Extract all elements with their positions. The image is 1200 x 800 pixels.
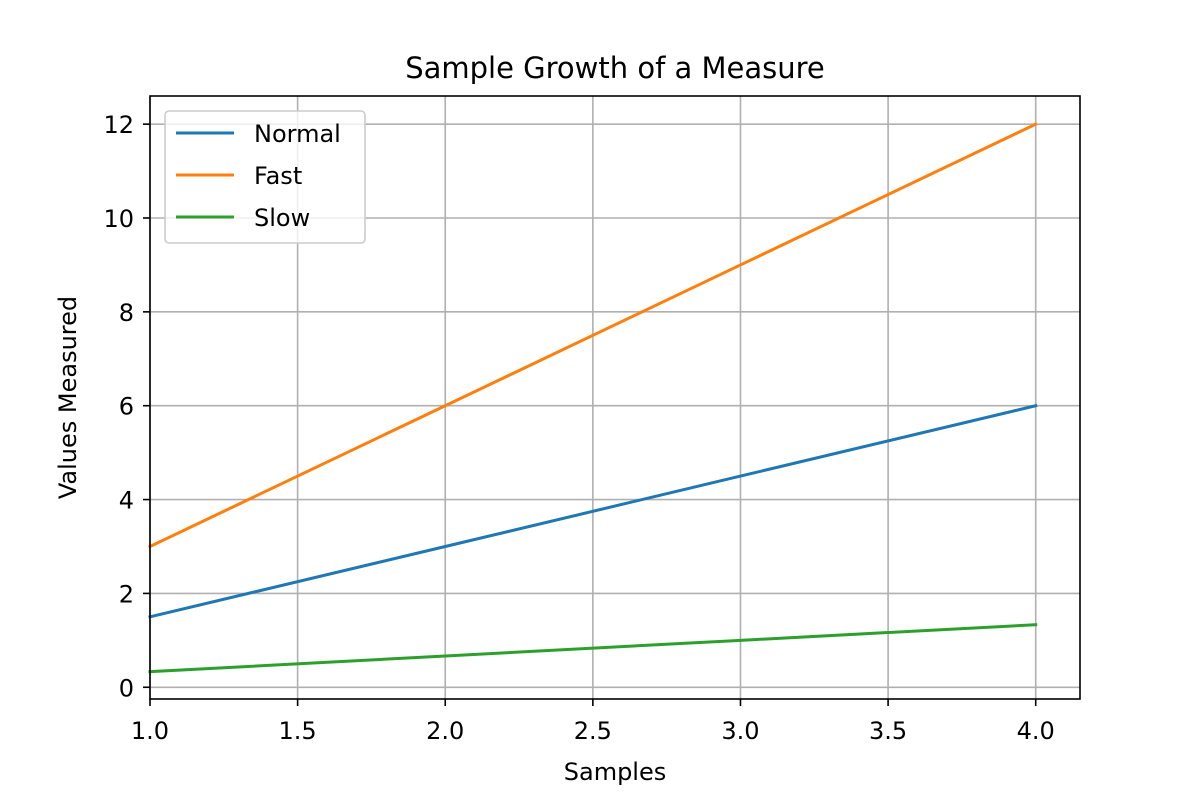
x-axis-label: Samples (564, 758, 667, 786)
chart-title: Sample Growth of a Measure (405, 51, 825, 85)
grid (149, 96, 1080, 699)
series-line-fast (148, 122, 1038, 549)
y-tick-label: 4 (119, 487, 134, 515)
legend-box (164, 110, 366, 244)
x-tick-label: 1.5 (279, 717, 317, 745)
legend-label-fast: Fast (254, 162, 302, 190)
x-tick-label: 1.0 (131, 717, 169, 745)
axis-ticks: 1.0 1.5 2.0 2.5 3.0 3.5 4.0 0 2 4 6 8 10 12 (103, 111, 1054, 745)
y-tick-label: 12 (103, 111, 134, 139)
y-axis-label: Values Measured (54, 296, 82, 499)
legend-label-normal: Normal (254, 120, 341, 148)
y-tick-label: 8 (119, 299, 134, 327)
y-tick-label: 0 (119, 674, 134, 702)
x-tick-label: 3.0 (721, 717, 759, 745)
y-tick-label: 6 (119, 393, 134, 421)
y-tick-label: 2 (119, 580, 134, 608)
x-tick-label: 2.0 (426, 717, 464, 745)
series-lines (148, 122, 1038, 674)
legend: Normal Fast Slow (164, 110, 366, 244)
legend-label-slow: Slow (254, 204, 310, 232)
y-tick-label: 10 (103, 205, 134, 233)
x-tick-label: 3.5 (869, 717, 907, 745)
series-line-slow (148, 623, 1038, 674)
x-tick-label: 2.5 (574, 717, 612, 745)
plot-area-frame (149, 95, 1081, 700)
series-line-normal (148, 403, 1038, 619)
x-tick-label: 4.0 (1017, 717, 1055, 745)
